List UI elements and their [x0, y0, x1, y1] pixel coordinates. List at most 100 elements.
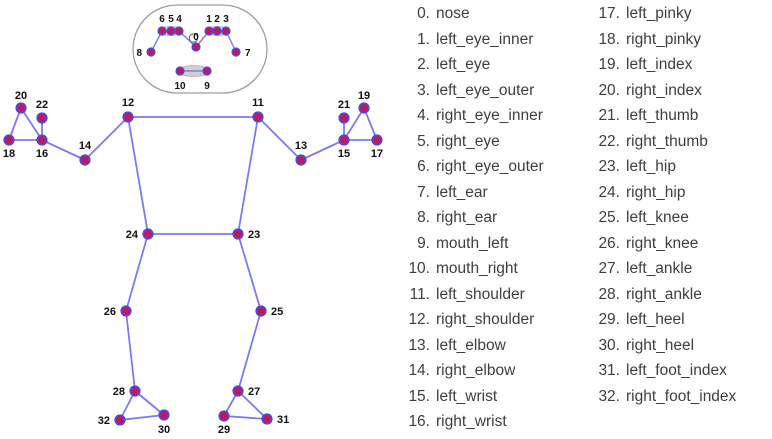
landmark-node-22[interactable] [38, 114, 46, 122]
landmark-node-1[interactable] [205, 27, 213, 35]
landmark-label-18: 18 [3, 148, 15, 160]
legend-item-right_pinky: 18. right_pinky [594, 31, 772, 57]
landmark-node-15[interactable] [340, 136, 348, 144]
legend-item-index: 0. [417, 5, 430, 22]
legend-item-index: 11. [409, 285, 430, 303]
legend-item-nose: 0. nose [404, 5, 594, 31]
landmark-node-11[interactable] [254, 113, 262, 121]
landmark-label-29: 29 [218, 424, 230, 436]
landmark-node-20[interactable] [17, 104, 25, 112]
skeleton-edge [237, 310, 262, 392]
legend-item-label: right_ankle [626, 285, 702, 303]
legend-item-label: right_thumb [626, 132, 708, 150]
legend-item-index: 3. [417, 81, 430, 99]
landmark-node-18[interactable] [5, 136, 13, 144]
landmark-node-23[interactable] [234, 230, 242, 238]
landmark-label-24: 24 [126, 229, 139, 241]
legend-item-index: 31. [598, 362, 620, 379]
landmark-label-28: 28 [113, 386, 125, 398]
legend-item-index: 22. [598, 132, 620, 150]
landmark-node-14[interactable] [81, 156, 89, 164]
nose-glyph-icon [188, 33, 199, 43]
landmark-node-10[interactable] [176, 67, 184, 75]
legend-item-left_eye_outer: 3. left_eye_outer [404, 82, 594, 108]
landmark-node-25[interactable] [257, 307, 265, 315]
landmark-node-31[interactable] [263, 415, 271, 423]
landmark-node-30[interactable] [160, 411, 168, 419]
legend-item-index: 4. [417, 107, 430, 124]
landmark-node-3[interactable] [222, 27, 230, 35]
legend-item-label: right_knee [626, 234, 699, 252]
skeleton-diagram-panel: 0 1 2 3 4 5 6 7 8 9 10 11 12 13 14 15 16 17 18 19 20 21 22 23 24… [3, 4, 383, 436]
landmark-node-24[interactable] [144, 230, 152, 238]
landmark-node-19[interactable] [360, 104, 368, 112]
landmark-node-12[interactable] [124, 113, 132, 121]
legend-item-index: 18. [598, 30, 620, 48]
landmark-node-28[interactable] [131, 387, 139, 395]
landmark-legend-panel: 0. nose 1. left_eye_inner 2. left_eye 3. left_e… [404, 0, 772, 438]
legend-item-index: 8. [417, 209, 430, 226]
legend-item-right_eye_inner: 4. right_eye_inner [404, 107, 594, 133]
legend-item-label: right_pinky [626, 30, 701, 48]
legend-item-left_knee: 25. left_knee [594, 209, 772, 235]
landmark-node-27[interactable] [234, 387, 242, 395]
legend-item-index: 21. [598, 107, 620, 124]
landmark-label-22: 22 [36, 99, 48, 111]
legend-item-label: left_knee [626, 209, 689, 226]
legend-column-right: 17. left_pinky 18. right_pinky 19. left_index… [594, 5, 772, 413]
legend-item-label: left_hip [626, 158, 676, 175]
landmark-node-13[interactable] [297, 156, 305, 164]
legend-item-index: 27. [598, 260, 620, 277]
legend-item-index: 14. [408, 362, 430, 379]
legend-column-left: 0. nose 1. left_eye_inner 2. left_eye 3. left_e… [404, 5, 594, 439]
skeleton-edge [237, 116, 259, 235]
legend-item-index: 26. [598, 234, 620, 252]
legend-item-left_ear: 7. left_ear [404, 184, 594, 210]
legend-item-label: left_pinky [626, 5, 692, 22]
legend-item-left_wrist: 15. left_wrist [404, 388, 594, 414]
landmark-node-16[interactable] [38, 136, 46, 144]
landmark-node-8[interactable] [147, 48, 155, 56]
landmark-label-19: 19 [358, 90, 370, 102]
legend-item-right_elbow: 14. right_elbow [404, 362, 594, 388]
landmark-node-7[interactable] [232, 48, 240, 56]
legend-item-index: 30. [598, 336, 620, 354]
landmark-label-14: 14 [79, 140, 92, 152]
skeleton-edge [119, 414, 165, 421]
legend-item-index: 20. [598, 81, 620, 99]
legend-item-index: 9. [417, 234, 430, 252]
landmark-node-0[interactable] [192, 43, 200, 51]
landmark-node-2[interactable] [213, 27, 221, 35]
legend-item-left_ankle: 27. left_ankle [594, 260, 772, 286]
legend-item-index: 19. [598, 56, 620, 73]
landmark-node-26[interactable] [122, 307, 130, 315]
legend-item-right_ear: 8. right_ear [404, 209, 594, 235]
skeleton-edge [237, 233, 262, 312]
legend-item-index: 10. [408, 260, 430, 277]
legend-item-left_heel: 29. left_heel [594, 311, 772, 337]
legend-item-left_hip: 23. left_hip [594, 158, 772, 184]
legend-item-index: 13. [408, 336, 430, 354]
landmark-node-21[interactable] [340, 114, 348, 122]
landmark-node-9[interactable] [203, 67, 211, 75]
legend-item-left_eye: 2. left_eye [404, 56, 594, 82]
landmark-node-32[interactable] [116, 416, 124, 424]
legend-item-index: 7. [417, 183, 430, 201]
skeleton-edge [125, 310, 136, 392]
landmark-node-17[interactable] [373, 136, 381, 144]
legend-item-mouth_right: 10. mouth_right [404, 260, 594, 286]
legend-item-right_ankle: 28. right_ankle [594, 286, 772, 312]
legend-item-label: right_eye [436, 132, 500, 150]
landmark-label-13: 13 [295, 140, 307, 152]
landmark-label-32: 32 [98, 415, 110, 427]
landmark-node-6[interactable] [158, 27, 166, 35]
skeleton-edge [257, 116, 302, 161]
landmark-node-5[interactable] [167, 27, 175, 35]
landmark-node-29[interactable] [220, 412, 228, 420]
landmark-node-4[interactable] [175, 27, 183, 35]
legend-item-index: 6. [417, 158, 430, 175]
skeleton-edge [127, 116, 149, 235]
landmark-label-31: 31 [277, 414, 289, 426]
legend-item-label: left_wrist [436, 387, 498, 405]
